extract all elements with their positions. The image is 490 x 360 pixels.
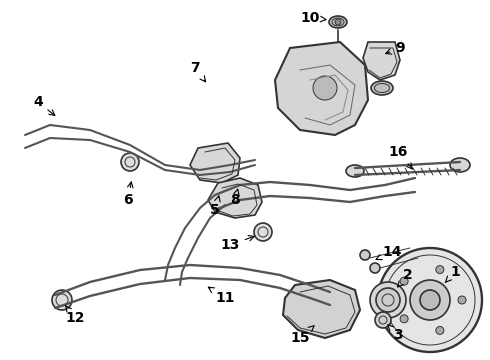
Text: 8: 8 bbox=[230, 189, 240, 207]
Circle shape bbox=[211, 163, 229, 181]
Polygon shape bbox=[283, 280, 360, 338]
Circle shape bbox=[436, 266, 444, 274]
Text: 11: 11 bbox=[208, 287, 235, 305]
Text: 15: 15 bbox=[290, 326, 314, 345]
Circle shape bbox=[335, 19, 341, 25]
Ellipse shape bbox=[346, 165, 364, 177]
Ellipse shape bbox=[371, 81, 393, 95]
Circle shape bbox=[360, 250, 370, 260]
Circle shape bbox=[410, 280, 450, 320]
Ellipse shape bbox=[450, 158, 470, 172]
Text: 16: 16 bbox=[388, 145, 413, 169]
Circle shape bbox=[378, 248, 482, 352]
Text: 3: 3 bbox=[388, 325, 403, 342]
Circle shape bbox=[420, 290, 440, 310]
Text: 1: 1 bbox=[445, 265, 460, 283]
Polygon shape bbox=[208, 178, 262, 218]
Polygon shape bbox=[275, 42, 368, 135]
Text: 10: 10 bbox=[300, 11, 326, 25]
Circle shape bbox=[375, 312, 391, 328]
Circle shape bbox=[121, 153, 139, 171]
Text: 14: 14 bbox=[376, 245, 402, 260]
Circle shape bbox=[254, 223, 272, 241]
Circle shape bbox=[400, 315, 408, 323]
Circle shape bbox=[370, 282, 406, 318]
Text: 2: 2 bbox=[397, 268, 413, 287]
Circle shape bbox=[458, 296, 466, 304]
Text: 5: 5 bbox=[210, 196, 220, 217]
Polygon shape bbox=[363, 42, 400, 80]
Circle shape bbox=[400, 277, 408, 285]
Circle shape bbox=[370, 263, 380, 273]
Text: 12: 12 bbox=[65, 306, 85, 325]
Circle shape bbox=[376, 288, 400, 312]
Text: 9: 9 bbox=[386, 41, 405, 55]
Circle shape bbox=[52, 290, 72, 310]
Circle shape bbox=[313, 76, 337, 100]
Circle shape bbox=[436, 327, 444, 334]
Text: 13: 13 bbox=[220, 235, 254, 252]
Ellipse shape bbox=[329, 16, 347, 28]
Text: 4: 4 bbox=[33, 95, 55, 116]
Polygon shape bbox=[190, 143, 240, 183]
Text: 7: 7 bbox=[190, 61, 206, 82]
Text: 6: 6 bbox=[123, 182, 133, 207]
